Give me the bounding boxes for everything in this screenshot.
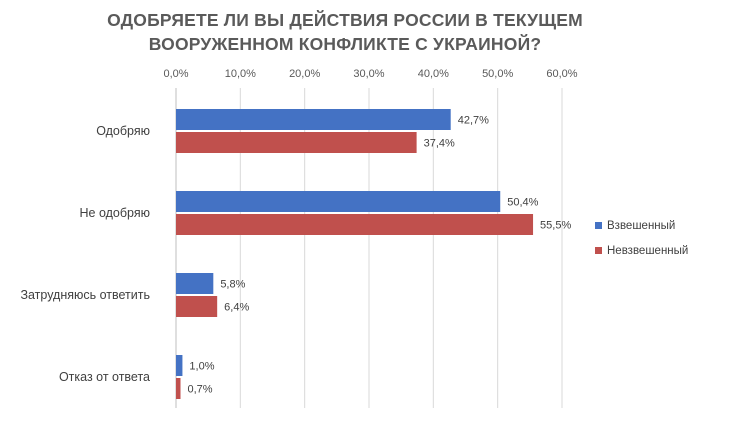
bar [176,296,218,317]
bar [176,214,534,235]
x-tick-label: 20,0% [289,68,320,80]
chart-title-line-1: ОДОБРЯЕТЕ ЛИ ВЫ ДЕЙСТВИЯ РОССИИ В ТЕКУЩЕ… [107,10,583,30]
x-tick-label: 30,0% [353,68,384,80]
chart-title: ОДОБРЯЕТЕ ЛИ ВЫ ДЕЙСТВИЯ РОССИИ В ТЕКУЩЕ… [60,8,630,56]
x-tick-label: 40,0% [418,68,449,80]
legend-label: Взвешенный [607,220,675,232]
data-label: 0,7% [188,384,213,396]
category-labels: Одобряю Не одобряю Затрудняюсь ответить Отк… [20,124,150,384]
bar [176,132,417,153]
legend-swatch [595,222,602,229]
legend: Взвешенный Невзвешенный [595,220,688,257]
bars [176,109,534,399]
data-labels: 42,7%37,4% 50,4%55,5% 5,8% 6,4% 1,0% 0,7% [188,115,572,396]
bar [176,191,501,212]
category-label: Не одобряю [80,206,151,220]
data-label: 55,5% [540,220,571,232]
legend-swatch [595,247,602,254]
x-tick-label: 0,0% [163,68,188,80]
chart-title-line-2: ВООРУЖЕННОМ КОНФЛИКТЕ С УКРАИНОЙ? [148,34,542,54]
data-label: 6,4% [224,302,249,314]
x-tick-label: 50,0% [482,68,513,80]
category-label: Одобряю [96,124,150,138]
bar [176,273,214,294]
category-label: Отказ от ответа [59,370,150,384]
category-label: Затрудняюсь ответить [20,288,150,302]
data-label: 42,7% [458,115,489,127]
x-tick-label: 60,0% [546,68,577,80]
x-axis-ticks: 0,0% 10,0% 20,0% 30,0% 40,0% 50,0% 60,0% [163,68,577,80]
bar [176,355,183,376]
data-label: 37,4% [424,138,455,150]
data-label: 50,4% [507,197,538,209]
bar [176,378,181,399]
x-tick-label: 10,0% [225,68,256,80]
bar [176,109,451,130]
data-label: 5,8% [220,279,245,291]
data-label: 1,0% [189,361,214,373]
legend-label: Невзвешенный [607,245,688,257]
